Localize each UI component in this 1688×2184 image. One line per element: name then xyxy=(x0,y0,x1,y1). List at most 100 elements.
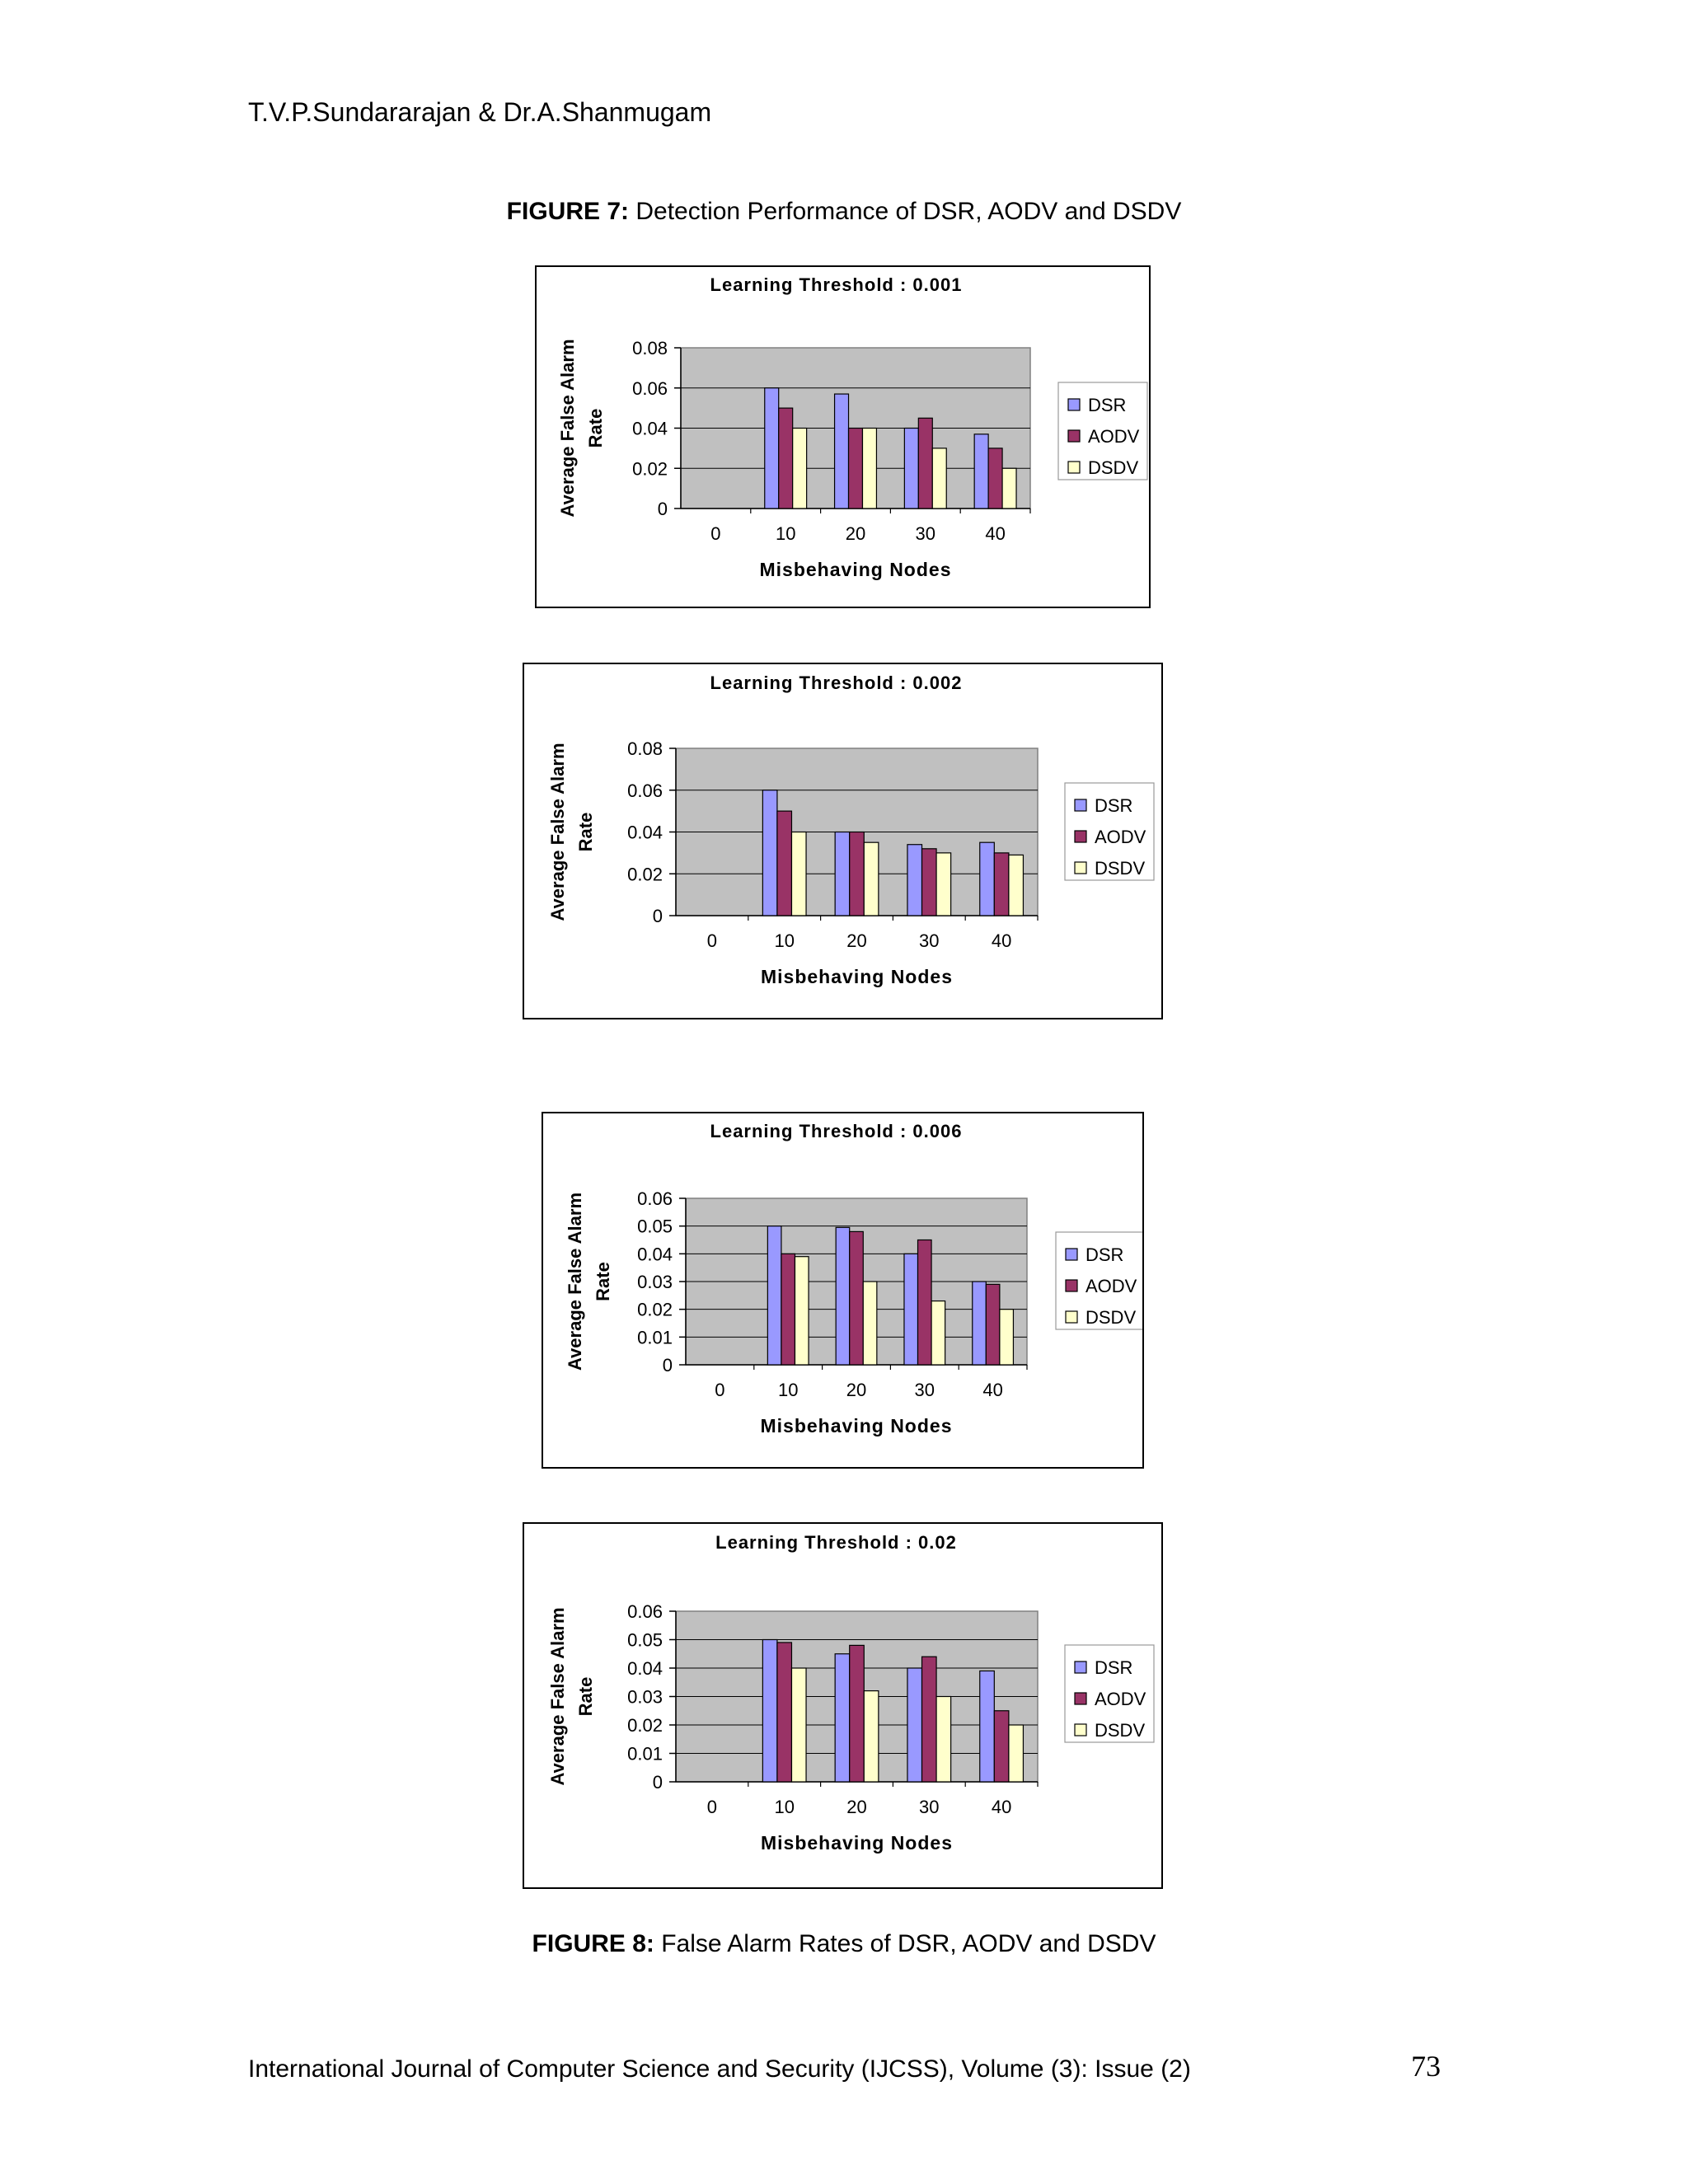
legend-label-dsr: DSR xyxy=(1085,1244,1123,1265)
y-tick-label: 0.08 xyxy=(627,738,663,759)
x-tick-label: 20 xyxy=(846,1380,866,1400)
chart-title: Learning Threshold : 0.006 xyxy=(710,1121,963,1141)
legend-label-aodv: AODV xyxy=(1085,1276,1137,1296)
y-axis-title: Rate xyxy=(575,813,596,852)
legend-label-dsdv: DSDV xyxy=(1085,1307,1136,1328)
false-alarm-chart-002: Learning Threshold : 0.02 0 0.01 0.02 0.03 0.… xyxy=(523,1522,1163,1889)
legend-swatch-dsdv xyxy=(1067,461,1081,474)
false-alarm-chart-0001: Learning Threshold : 0.001 0 0.02 0.04 0.06 0… xyxy=(535,265,1151,608)
y-tick-label: 0.04 xyxy=(627,823,663,843)
x-tick-label: 40 xyxy=(992,930,1011,951)
y-tick-label: 0.05 xyxy=(627,1630,663,1651)
y-tick-label: 0 xyxy=(653,1772,663,1793)
x-axis-title: Misbehaving Nodes xyxy=(761,966,953,987)
y-tick-label: 0.08 xyxy=(632,338,668,359)
bar-dsr-40 xyxy=(979,1670,995,1783)
y-tick-label: 0.01 xyxy=(637,1327,673,1347)
y-axis-title: Average False Alarm xyxy=(557,339,578,517)
y-tick-label: 0.03 xyxy=(627,1687,663,1708)
bar-aodv-20 xyxy=(847,427,864,509)
x-tick-label: 40 xyxy=(985,523,1005,544)
y-tick-label: 0.06 xyxy=(627,1601,663,1622)
bar-dsr-10 xyxy=(762,790,778,916)
x-tick-label: 0 xyxy=(707,930,717,951)
bar-dsr-40 xyxy=(979,841,995,916)
legend-swatch-aodv xyxy=(1074,1692,1087,1705)
bar-aodv-40 xyxy=(993,1710,1010,1783)
legend-swatch-dsr xyxy=(1074,1661,1087,1674)
legend-label-dsdv: DSDV xyxy=(1088,457,1138,478)
y-tick-label: 0.06 xyxy=(632,378,668,399)
bar-dsdv-20 xyxy=(862,1281,878,1366)
bar-dsr-10 xyxy=(764,387,780,509)
running-header: T.V.P.Sundararajan & Dr.A.Shanmugam xyxy=(248,97,712,127)
chart-svg: Learning Threshold : 0.006 0 0.01 0.02 0.03 0… xyxy=(565,1121,1142,1436)
bar-dsr-40 xyxy=(972,1281,987,1366)
bar-dsdv-40 xyxy=(1008,1724,1025,1783)
x-tick-label: 0 xyxy=(710,523,720,544)
x-tick-label: 30 xyxy=(916,523,935,544)
y-tick-label: 0.02 xyxy=(627,1715,663,1736)
x-tick-label: 10 xyxy=(776,523,795,544)
bar-aodv-10 xyxy=(776,1642,793,1783)
bar-dsdv-30 xyxy=(931,1300,946,1366)
x-tick-label: 40 xyxy=(982,1380,1002,1400)
bar-aodv-20 xyxy=(849,831,865,916)
bar-aodv-30 xyxy=(921,848,937,916)
legend-label-aodv: AODV xyxy=(1095,1689,1146,1709)
figure-8-caption: FIGURE 8: False Alarm Rates of DSR, AODV… xyxy=(0,1930,1688,1958)
x-tick-label: 20 xyxy=(846,523,865,544)
x-tick-label: 10 xyxy=(774,930,794,951)
legend-swatch-aodv xyxy=(1067,429,1081,443)
legend-label-dsr: DSR xyxy=(1095,795,1132,816)
legend-swatch-aodv xyxy=(1065,1279,1078,1292)
x-tick-label: 40 xyxy=(992,1797,1011,1817)
chart-svg: Learning Threshold : 0.02 0 0.01 0.02 0.03 0.… xyxy=(547,1532,1155,1854)
x-tick-label: 20 xyxy=(846,1797,866,1817)
bar-dsr-30 xyxy=(907,844,923,916)
bar-dsr-10 xyxy=(762,1638,778,1783)
x-axis-title: Misbehaving Nodes xyxy=(760,559,952,580)
bar-aodv-10 xyxy=(781,1253,796,1366)
bar-aodv-40 xyxy=(987,448,1003,509)
figure-7-text: Detection Performance of DSR, AODV and D… xyxy=(635,198,1182,225)
bar-dsr-40 xyxy=(973,434,989,509)
y-tick-label: 0.06 xyxy=(637,1188,673,1209)
figure-8-text: False Alarm Rates of DSR, AODV and DSDV xyxy=(661,1930,1156,1957)
chart-title: Learning Threshold : 0.001 xyxy=(710,274,963,295)
bar-aodv-20 xyxy=(849,1230,864,1366)
bar-dsdv-10 xyxy=(790,831,807,916)
bar-dsdv-20 xyxy=(863,841,879,916)
bar-dsdv-10 xyxy=(792,427,808,509)
page-number: 73 xyxy=(1411,2050,1441,2083)
bar-dsdv-30 xyxy=(935,852,952,916)
x-tick-label: 0 xyxy=(715,1380,724,1400)
bar-aodv-30 xyxy=(917,417,933,509)
bar-aodv-10 xyxy=(778,407,794,509)
legend-swatch-dsr xyxy=(1074,799,1087,812)
bar-aodv-40 xyxy=(985,1283,1001,1366)
chart-svg: Learning Threshold : 0.002 0 0.02 0.04 0.06 0… xyxy=(547,673,1155,987)
bar-dsdv-20 xyxy=(861,427,878,509)
x-tick-label: 30 xyxy=(919,930,939,951)
y-tick-label: 0 xyxy=(658,499,668,519)
bar-dsdv-30 xyxy=(935,1695,952,1783)
bar-aodv-30 xyxy=(917,1239,932,1366)
legend-label-dsr: DSR xyxy=(1088,395,1126,415)
bar-dsdv-10 xyxy=(794,1256,809,1366)
y-axis-title: Average False Alarm xyxy=(547,1607,568,1785)
y-tick-label: 0 xyxy=(653,906,663,926)
y-tick-label: 0.02 xyxy=(637,1300,673,1320)
bar-dsdv-10 xyxy=(790,1667,807,1783)
y-axis-title: Rate xyxy=(593,1262,613,1301)
bar-dsdv-40 xyxy=(1008,854,1025,916)
y-tick-label: 0.02 xyxy=(632,458,668,479)
x-tick-label: 20 xyxy=(846,930,866,951)
bar-aodv-10 xyxy=(776,810,793,916)
y-tick-label: 0 xyxy=(663,1355,673,1376)
bar-dsr-20 xyxy=(834,831,851,916)
false-alarm-chart-0006: Learning Threshold : 0.006 0 0.01 0.02 0.03 0… xyxy=(542,1112,1144,1469)
figure-8-label: FIGURE 8: xyxy=(532,1930,654,1957)
y-tick-label: 0.03 xyxy=(637,1272,673,1292)
chart-svg: Learning Threshold : 0.001 0 0.02 0.04 0.06 0… xyxy=(557,274,1148,580)
